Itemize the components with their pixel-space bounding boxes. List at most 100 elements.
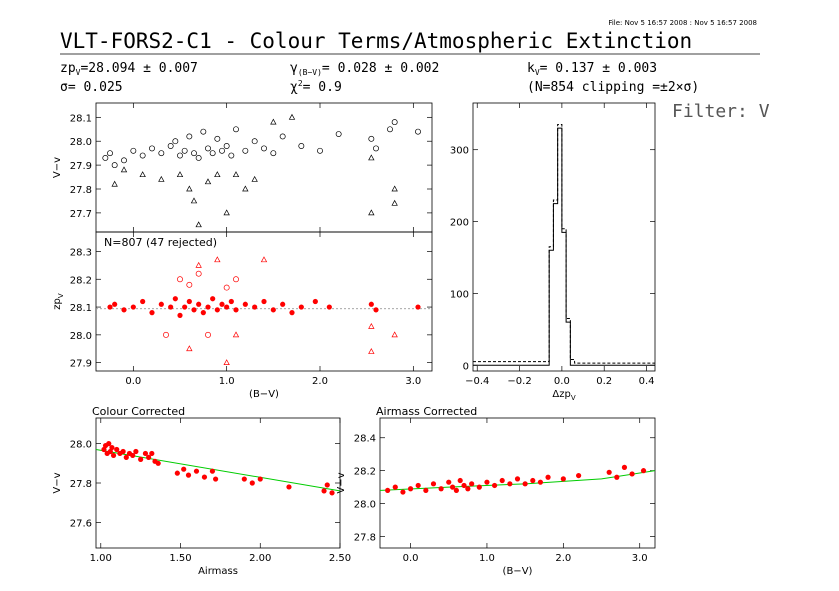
data-point [461, 482, 467, 489]
data-point [415, 128, 421, 135]
data-point [457, 477, 463, 484]
data-point [373, 145, 379, 152]
data-point [201, 474, 208, 480]
x-tick-label: 2.50 [329, 553, 351, 564]
panel-top-left: 27.7 27.8 27.9 28.0 28.1 V−v [52, 102, 433, 233]
data-point [214, 256, 221, 263]
sigma-label: σ [60, 80, 68, 95]
data-point [465, 486, 471, 492]
y-tick-label: 28.0 [70, 137, 92, 148]
data-point [228, 298, 234, 305]
k-label: k [527, 61, 535, 76]
chi2-label: χ [290, 80, 298, 95]
data-point [621, 464, 628, 470]
data-point [177, 312, 183, 318]
data-point [168, 304, 174, 310]
data-point [158, 175, 165, 182]
data-point [279, 133, 286, 140]
data-point [251, 175, 258, 182]
k-stat: kV= 0.137 ± 0.003 [527, 61, 657, 77]
data-point [182, 304, 188, 310]
plots-layer: 27.727.827.928.028.1V−v27.928.028.128.22… [52, 102, 656, 577]
data-point [368, 301, 374, 307]
plot-frame [472, 102, 656, 372]
data-point [241, 476, 247, 482]
data-point [629, 471, 635, 477]
data-point [249, 480, 255, 486]
data-point [233, 307, 239, 313]
data-point [260, 256, 268, 263]
y-tick-label: 27.6 [70, 518, 92, 529]
data-point [195, 154, 202, 161]
data-point [102, 154, 109, 161]
data-point [172, 138, 179, 145]
y-tick-label: 27.8 [354, 532, 376, 543]
data-point [223, 284, 230, 291]
data-point [469, 481, 475, 487]
data-point [205, 145, 211, 152]
data-point [214, 307, 220, 313]
plot-frame [95, 231, 433, 372]
data-point [373, 307, 379, 313]
y-axis-label: V−v [52, 157, 63, 178]
data-point [120, 448, 126, 455]
panel-airmass-corrected: 27.8 28.0 28.2 28.4 0.0 1.0 2.0 3.0 (B−V) V−v Airm… [336, 405, 656, 577]
data-point [142, 450, 149, 457]
data-point [191, 150, 197, 157]
data-point [242, 301, 248, 307]
data-point [449, 484, 456, 490]
plot-frame [95, 102, 433, 233]
data-point [289, 310, 295, 316]
data-point [228, 152, 235, 159]
data-point [391, 331, 398, 338]
zp-stat: zpV=28.094 ± 0.007 [60, 61, 198, 77]
data-point [210, 296, 216, 302]
data-point [514, 476, 521, 482]
data-point [130, 304, 136, 310]
data-point [232, 171, 240, 178]
data-point [133, 448, 139, 455]
data-point [242, 185, 249, 192]
zp-value: =28.094 ± 0.007 [80, 61, 197, 76]
y-tick-label: 28.0 [70, 331, 92, 342]
zp-label: zp [60, 61, 76, 76]
x-tick-label: 3.0 [632, 553, 648, 564]
data-point [120, 166, 128, 173]
filter-label: Filter: V [672, 101, 770, 122]
x-tick-label: 2.0 [312, 376, 328, 387]
data-point [107, 150, 113, 157]
data-point [391, 199, 398, 206]
panel-histogram: 0 100 200 300 −0.4 −0.2 0.0 0.2 0.4 ΔzpV [450, 102, 656, 402]
data-point [326, 304, 332, 310]
data-point [214, 135, 221, 142]
data-point [172, 296, 178, 302]
x-tick-label: 0.0 [403, 553, 419, 564]
data-point [149, 310, 155, 316]
data-point [146, 454, 152, 460]
data-point [223, 209, 230, 216]
data-point [233, 126, 239, 133]
data-point [252, 304, 258, 310]
data-point [107, 304, 113, 310]
data-point [312, 298, 318, 305]
data-point [130, 147, 137, 154]
data-point [576, 472, 582, 479]
data-point [257, 476, 263, 482]
zp-sub: V [76, 68, 81, 77]
data-point [385, 487, 391, 494]
data-point [111, 162, 118, 169]
data-point [193, 468, 200, 474]
data-point [391, 185, 398, 192]
x-axis-label: Airmass [198, 566, 238, 577]
data-point [121, 157, 127, 164]
data-point [176, 171, 184, 178]
data-point [205, 304, 211, 310]
y-tick-label: 200 [450, 218, 469, 229]
y-tick-label: 28.2 [354, 467, 376, 478]
data-point [177, 152, 183, 159]
data-point [453, 487, 459, 494]
data-point [368, 154, 375, 161]
data-point [321, 488, 327, 494]
data-point [181, 466, 187, 472]
y-tick-label: 27.9 [70, 359, 92, 370]
